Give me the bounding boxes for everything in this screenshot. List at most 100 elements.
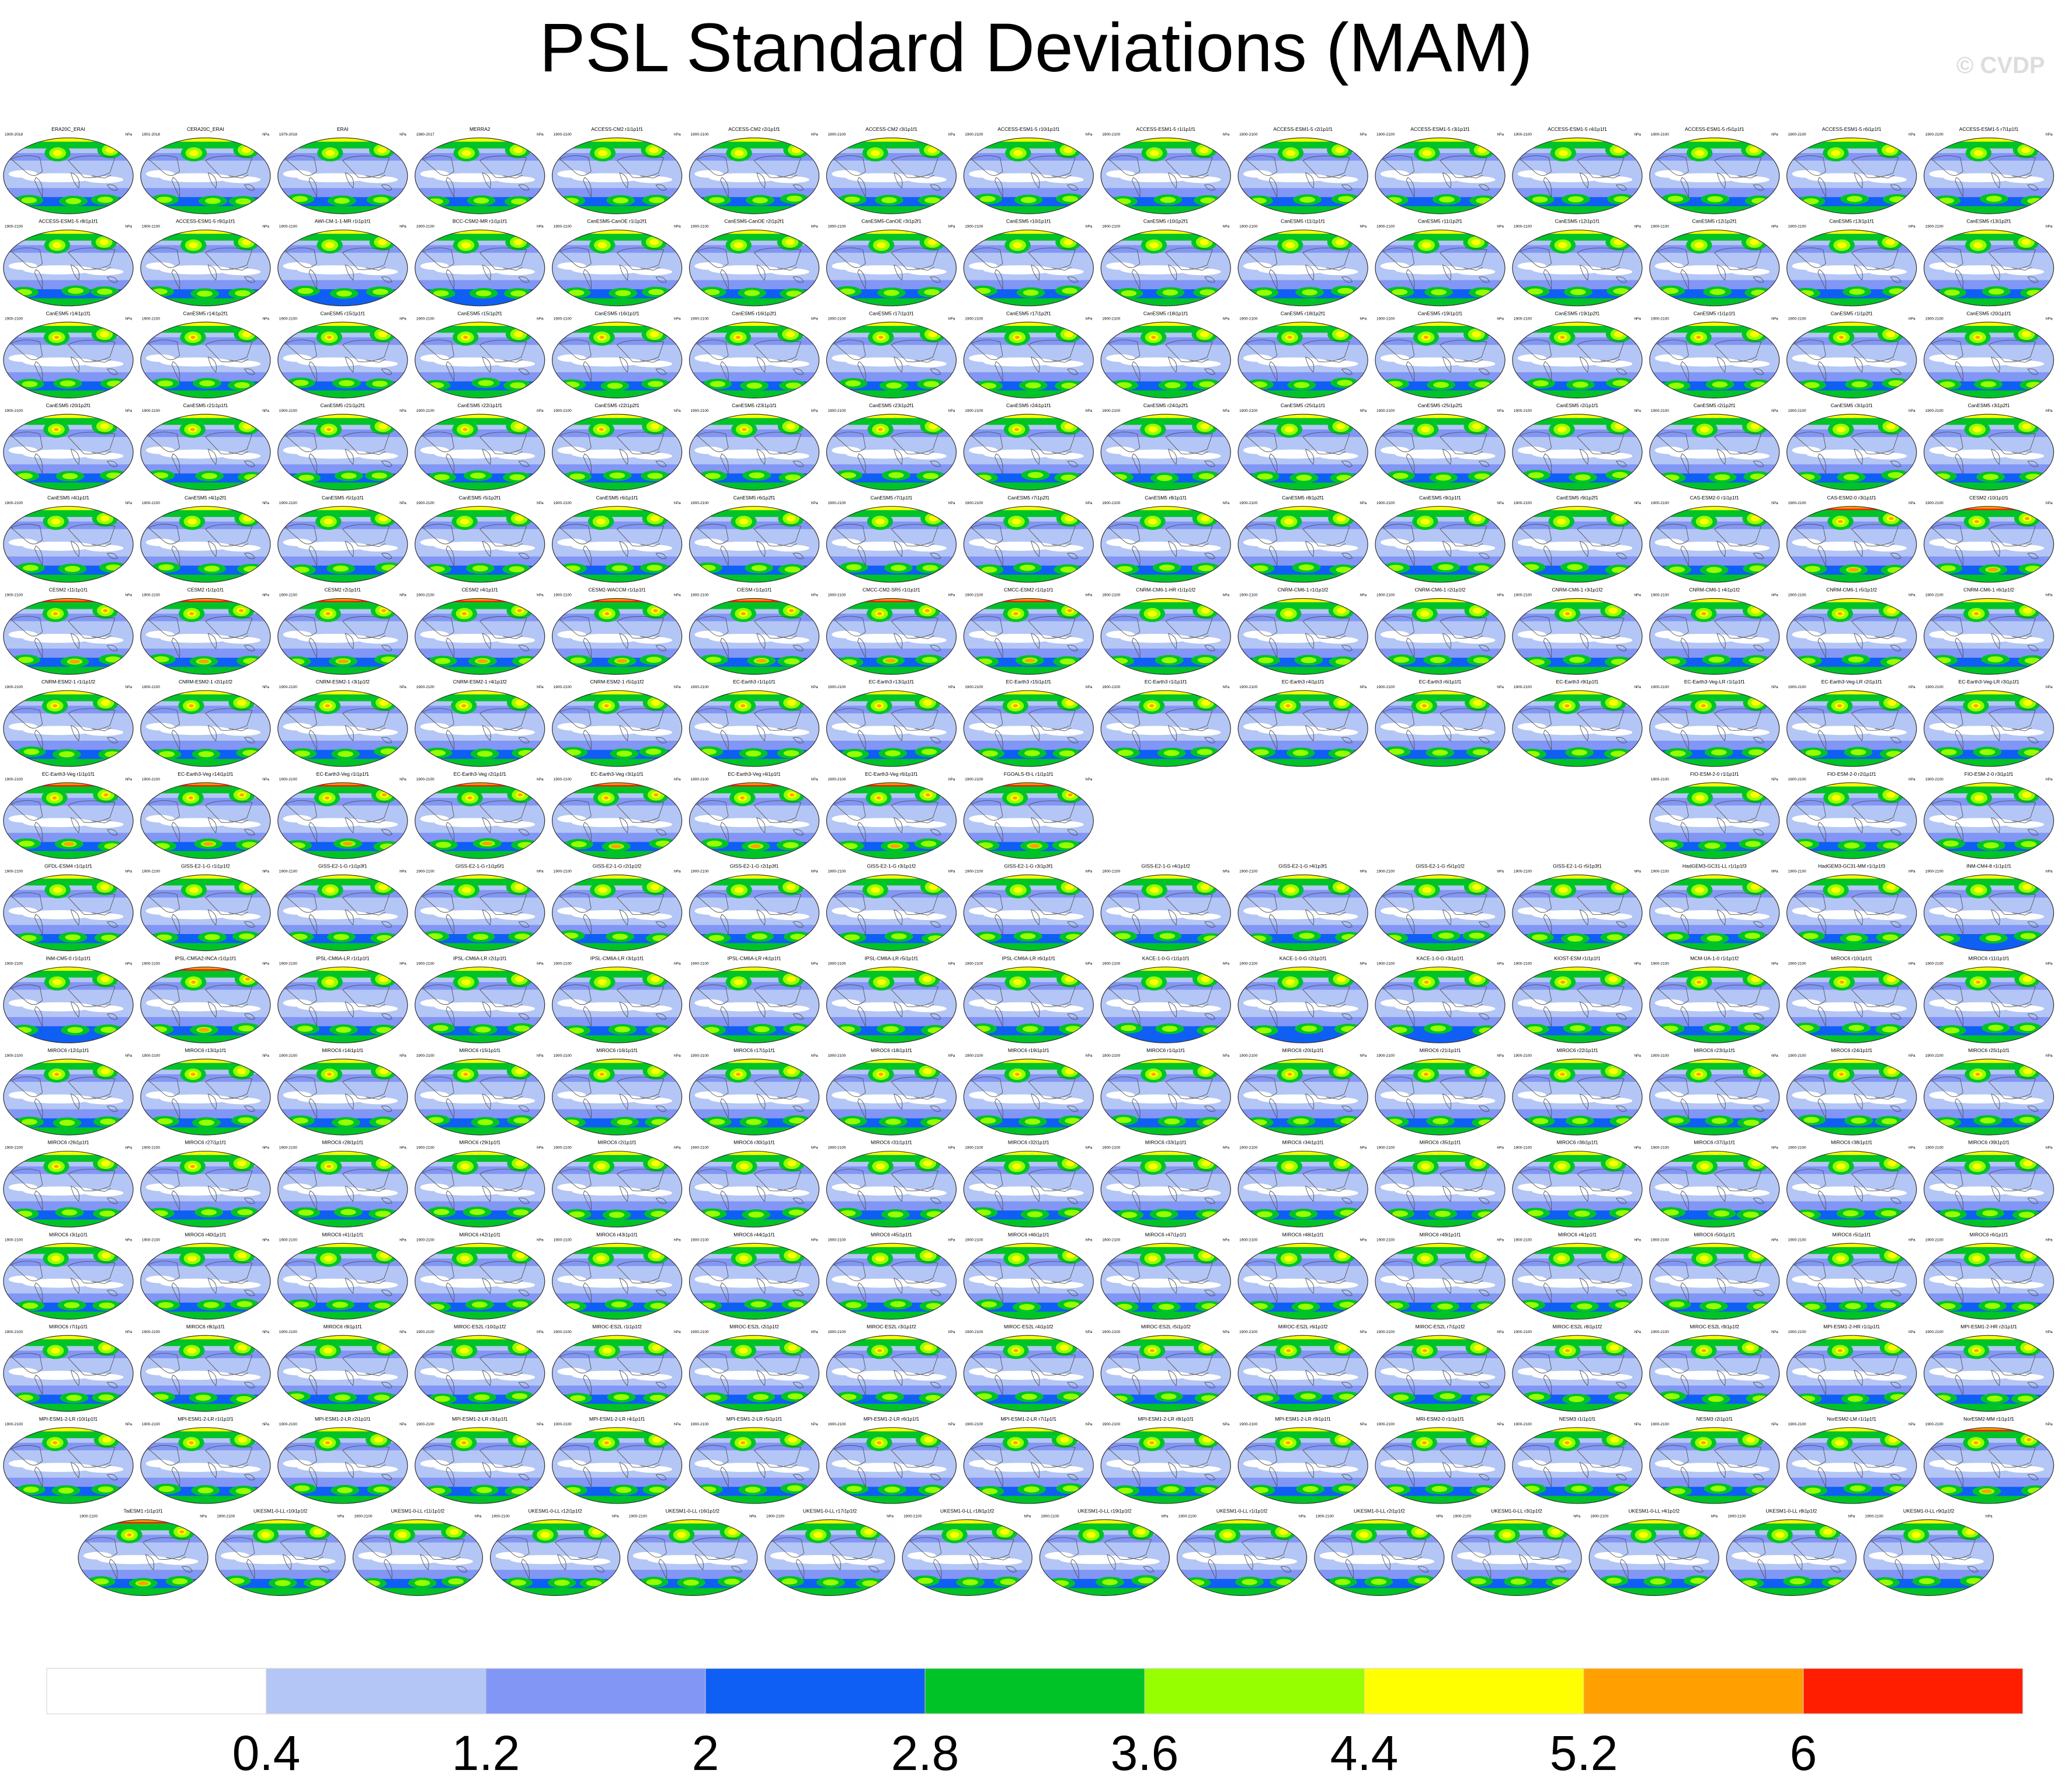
map-border	[1924, 1151, 2054, 1228]
panel-units: hPa	[125, 1238, 132, 1242]
map-panel: GISS-E2-1-G r1i1p1f2 1900-2100 hPa	[140, 863, 271, 952]
map-panel: MIROC-ES2L r6i1p1f2 1900-2100 hPa	[1237, 1324, 1368, 1412]
panel-units: hPa	[948, 1422, 955, 1426]
panel-period: 1900-2100	[1376, 1054, 1395, 1058]
map-contours	[689, 138, 819, 214]
map-panel: CanESM5 r13i1p2f1 1900-2100 hPa	[1924, 218, 2054, 307]
panel-title: MPI-ESM1-2-LR r10i1p1f1	[39, 1416, 98, 1422]
panel-units: hPa	[125, 317, 132, 321]
map-contours	[1375, 690, 1505, 767]
panel-units: hPa	[537, 225, 544, 229]
panel-units: hPa	[1771, 225, 1778, 229]
panel-units: hPa	[1771, 1422, 1778, 1426]
panel-title: MPI-ESM1-2-HR r2i1p1f1	[1960, 1324, 2017, 1330]
map-panel: MIROC6 r38i1p1f1 1900-2100 hPa	[1786, 1140, 1917, 1228]
panel-units: hPa	[1908, 962, 1915, 966]
panel-title: ACCESS-CM2 r2i1p1f1	[728, 126, 780, 132]
map-border	[415, 506, 545, 583]
panel-title: ACCESS-ESM1-5 r6i1p1f1	[1822, 126, 1882, 132]
panel-units: hPa	[1908, 501, 1915, 505]
map-border	[1924, 966, 2054, 1043]
map-border	[415, 1058, 545, 1136]
panel-period: 1900-2100	[1925, 1238, 1944, 1242]
panel-units: hPa	[1771, 593, 1778, 598]
panel-units: hPa	[2046, 870, 2053, 874]
panel-title: CanESM5 r23i1p2f1	[869, 402, 914, 408]
panel-units: hPa	[399, 1146, 406, 1150]
panel-period: 1900-2100	[965, 225, 983, 229]
map-border	[551, 506, 683, 583]
panel-units: hPa	[948, 225, 955, 229]
panel-title: MIROC6 r1i1p1f1	[1146, 1047, 1185, 1053]
panel-period: 1900-2100	[1727, 1515, 1746, 1519]
map-panel: EC-Earth3-Veg r6i1p1f1 1900-2100 hPa	[826, 771, 957, 859]
panel-period: 1900-2100	[1925, 1054, 1944, 1058]
panel-period: 1900-2100	[691, 1238, 709, 1242]
map-contours	[964, 1335, 1094, 1412]
panel-units: hPa	[1908, 225, 1915, 229]
panel-period: 1900-2100	[5, 778, 23, 782]
map-panel: NorESM2-LM r1i1p1f1 1900-2100 hPa	[1786, 1416, 1917, 1504]
map-border	[1924, 782, 2054, 859]
panel-title: ACCESS-ESM1-5 r4i1p1f1	[1548, 126, 1607, 132]
map-panel: CNRM-CM6-1 r5i1p1f2 1900-2100 hPa	[1786, 587, 1917, 675]
panel-period: 1900-2100	[1102, 593, 1120, 598]
panel-period: 1900-2100	[416, 1422, 434, 1426]
map-border	[3, 137, 134, 214]
panel-title: EC-Earth3 r1i1p1f1	[733, 679, 776, 685]
panel-period: 1900-2100	[217, 1515, 235, 1519]
map-panel: EC-Earth3 r4i1p1f1 1900-2100 hPa	[1237, 679, 1368, 767]
panel-period: 1900-2100	[1651, 1238, 1669, 1242]
panel-title: MIROC6 r26i1p1f1	[48, 1140, 89, 1146]
map-contours	[689, 1243, 819, 1320]
panel-period: 1900-2100	[1514, 685, 1532, 689]
panel-title: CanESM5 r19i1p2f1	[1555, 310, 1600, 316]
panel-title: MIROC6 r13i1p1f1	[185, 1047, 226, 1053]
map-panel: CanESM5 r2i1p1f1 1900-2100 hPa	[1512, 402, 1643, 491]
map-contours	[1924, 506, 2054, 582]
map-border	[277, 414, 408, 491]
map-border	[689, 1151, 820, 1228]
panel-title: MIROC6 r5i1p1f1	[1833, 1231, 1871, 1237]
panel-title: ACCESS-ESM1-5 r1i1p1f1	[1136, 126, 1195, 132]
map-panel: UKESM1-0-LL r4i1p1f2 1900-2100 hPa	[1588, 1508, 1719, 1596]
map-border	[826, 1242, 957, 1320]
panel-period: 1900-2100	[1788, 1054, 1806, 1058]
panel-units: hPa	[1360, 1330, 1367, 1334]
map-border	[826, 1151, 957, 1228]
panel-period: 1900-2100	[554, 593, 572, 598]
map-panel: IPSL-CM6A-LR r4i1p1f1 1900-2100 hPa	[689, 955, 820, 1043]
panel-period: 1901-2018	[142, 133, 160, 137]
map-panel: GISS-E2-1-G r4i1p3f1 1900-2100 hPa	[1237, 863, 1368, 952]
panel-units: hPa	[2046, 133, 2053, 137]
panel-title: CNRM-ESM2-1 r2i1p1f2	[179, 679, 232, 685]
panel-title: CanESM5 r22i1p2f1	[595, 402, 639, 408]
panel-period: 1900-2100	[416, 1054, 434, 1058]
panel-units: hPa	[1086, 1238, 1093, 1242]
map-border	[140, 1058, 271, 1136]
panel-title: MPI-ESM1-2-LR r6i1p1f1	[864, 1416, 920, 1422]
panel-period: 1900-2100	[1651, 685, 1669, 689]
map-border	[1237, 137, 1368, 214]
map-border	[689, 966, 820, 1043]
panel-period: 1900-2100	[1651, 1330, 1669, 1334]
map-border	[551, 230, 683, 307]
panel-title: MIROC6 r15i1p1f1	[459, 1047, 500, 1053]
panel-units: hPa	[125, 225, 132, 229]
panel-title: EC-Earth3-Veg-LR r1i1p1f1	[1684, 679, 1745, 685]
colorbar-segment	[1144, 1668, 1365, 1714]
panel-title: CanESM5 r2i1p1f1	[1556, 402, 1598, 408]
panel-units: hPa	[537, 1422, 544, 1426]
map-border	[963, 137, 1094, 214]
map-contours	[277, 230, 408, 306]
map-panel: MIROC6 r33i1p1f1 1900-2100 hPa	[1100, 1140, 1231, 1228]
panel-units: hPa	[811, 962, 818, 966]
map-panel: IPSL-CM6A-LR r2i1p1f1 1900-2100 hPa	[415, 955, 545, 1043]
map-panel: CanESM5 r21i1p2f1 1900-2100 hPa	[277, 402, 408, 491]
panel-units: hPa	[948, 317, 955, 321]
panel-title: CanESM5 r9i1p1f1	[1419, 495, 1461, 501]
panel-title: EC-Earth3-Veg r1i1p1f1	[317, 771, 370, 777]
map-panel: GISS-E2-1-G r1i1p3f1 1900-2100 hPa	[277, 863, 408, 952]
panel-title: FIO-ESM-2-0 r3i1p1f1	[1965, 771, 2014, 777]
map-contours	[964, 1151, 1094, 1227]
